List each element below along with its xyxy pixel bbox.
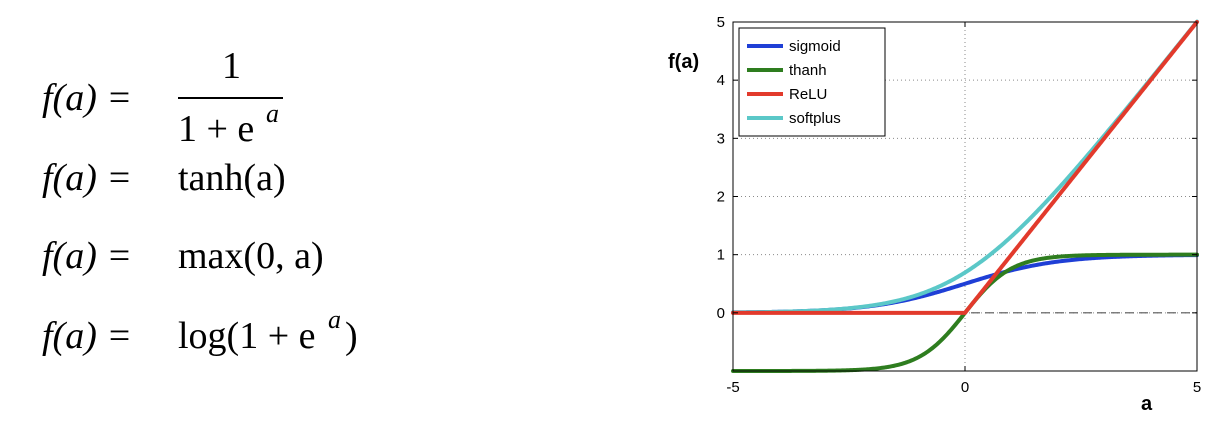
y-tick-label: 2 [717, 189, 725, 206]
formula-softplus-exponent: a [328, 305, 341, 334]
formula-softplus-rhs-after: ) [345, 315, 358, 357]
legend-label-softplus: softplus [789, 110, 841, 127]
formulas-panel: f(a) = 1 1 + e a f(a) = tanh(a) f(a) = m… [42, 45, 358, 357]
y-tick-label: 4 [717, 72, 725, 89]
legend: sigmoid thanh ReLU softplus [738, 27, 886, 137]
legend-label-relu: ReLU [789, 86, 827, 103]
formula-relu: f(a) = max(0, a) [42, 235, 324, 277]
formula-sigmoid-exponent: a [266, 99, 279, 128]
x-axis-label: a [1141, 393, 1153, 415]
formulas-svg: f(a) = 1 1 + e a f(a) = tanh(a) f(a) = m… [42, 45, 358, 357]
series-line-sigmoid [731, 253, 1199, 315]
y-tick-label: 0 [717, 305, 725, 322]
x-tick-label: 0 [961, 379, 969, 396]
formula-relu-lhs: f(a) = [42, 235, 132, 277]
legend-label-thanh: thanh [789, 62, 827, 79]
y-tick-label: 1 [717, 247, 725, 264]
chart-svg: -5 0 5 0 1 2 3 4 5 sigmoid thanh ReLU softplus f(a)… [668, 14, 1202, 415]
activation-chart: -5 0 5 0 1 2 3 4 5 sigmoid thanh ReLU softplus f(a)… [620, 0, 1220, 424]
x-tick-label: -5 [726, 379, 739, 396]
ticks-layer: -5 0 5 0 1 2 3 4 5 [717, 14, 1202, 396]
formula-sigmoid-lhs: f(a) = [42, 77, 132, 119]
formula-tanh: f(a) = tanh(a) [42, 157, 286, 199]
formula-tanh-rhs: tanh(a) [178, 157, 286, 199]
y-axis-label: f(a) [668, 51, 699, 73]
series-layer [731, 19, 1199, 373]
formula-sigmoid-numerator: 1 [222, 45, 241, 87]
formula-sigmoid: f(a) = 1 1 + e a [42, 45, 283, 150]
series-line-relu [731, 20, 1199, 315]
formula-sigmoid-denominator: 1 + e [178, 108, 254, 150]
formula-softplus-rhs-before: log(1 + e [178, 315, 316, 357]
x-tick-label: 5 [1193, 379, 1201, 396]
y-tick-label: 3 [717, 130, 725, 147]
legend-label-sigmoid: sigmoid [789, 38, 841, 55]
y-tick-label: 5 [717, 14, 725, 31]
formula-tanh-lhs: f(a) = [42, 157, 132, 199]
formula-softplus: f(a) = log(1 + e a ) [42, 305, 358, 357]
formula-softplus-lhs: f(a) = [42, 315, 132, 357]
formula-relu-rhs: max(0, a) [178, 235, 324, 277]
